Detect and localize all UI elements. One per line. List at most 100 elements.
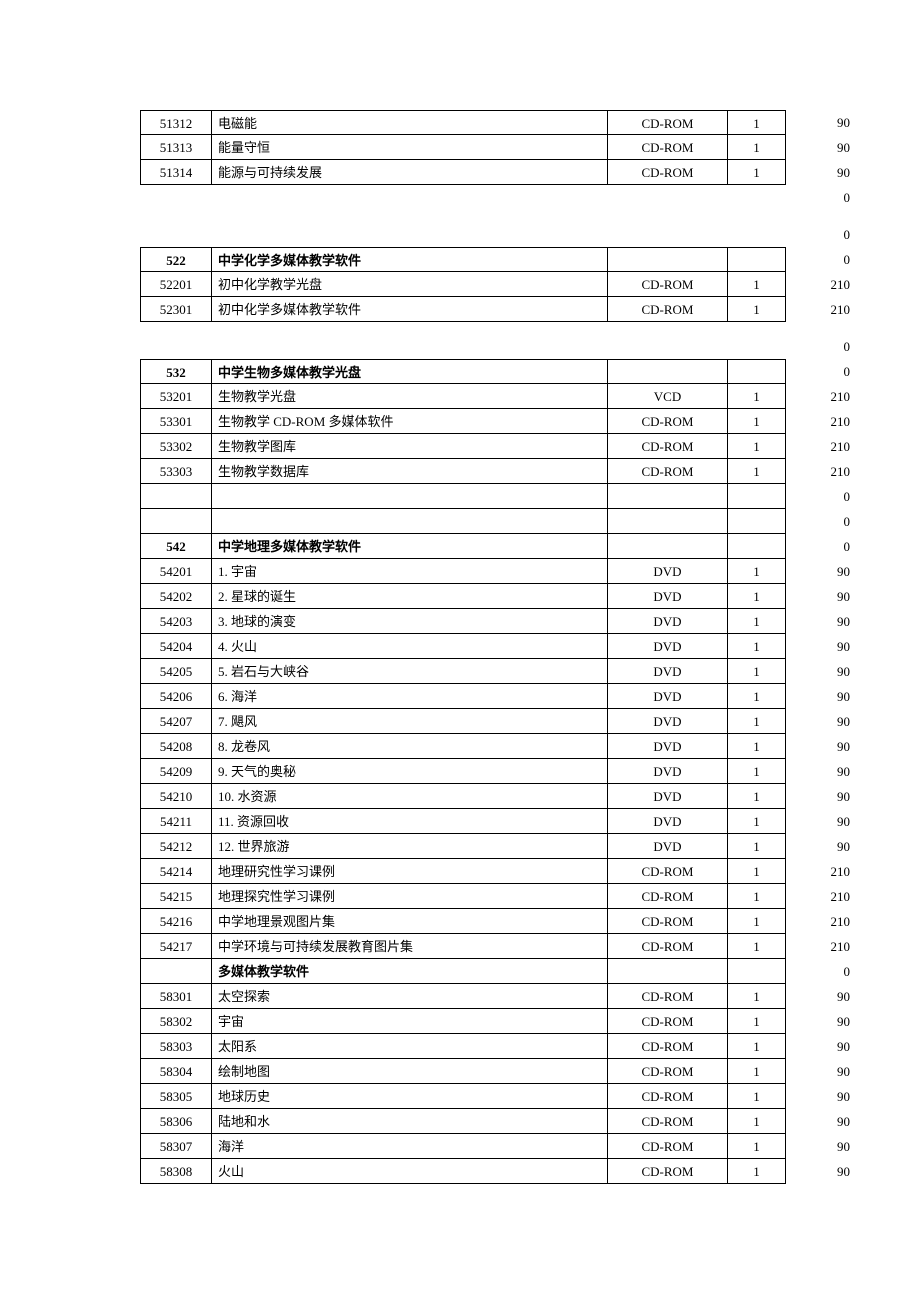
cell-type: CD-ROM bbox=[608, 409, 728, 434]
cell-price: 210 bbox=[786, 272, 856, 297]
cell-code: 54205 bbox=[140, 659, 212, 684]
cell-type: DVD bbox=[608, 734, 728, 759]
table-row: 0 bbox=[140, 185, 800, 210]
cell-name: 初中化学多媒体教学软件 bbox=[212, 297, 608, 322]
cell-qty: 1 bbox=[728, 1059, 786, 1084]
cell-name: 多媒体教学软件 bbox=[212, 959, 608, 984]
cell-name: 宇宙 bbox=[212, 1009, 608, 1034]
cell-type: CD-ROM bbox=[608, 884, 728, 909]
cell-price: 90 bbox=[786, 684, 856, 709]
cell-type: CD-ROM bbox=[608, 859, 728, 884]
cell-code: 54211 bbox=[140, 809, 212, 834]
cell-type: DVD bbox=[608, 709, 728, 734]
cell-qty: 1 bbox=[728, 135, 786, 160]
cell-code: 54215 bbox=[140, 884, 212, 909]
cell-type: CD-ROM bbox=[608, 160, 728, 185]
cell-qty: 1 bbox=[728, 909, 786, 934]
cell-price: 210 bbox=[786, 909, 856, 934]
cell-price: 90 bbox=[786, 659, 856, 684]
cell-qty: 1 bbox=[728, 160, 786, 185]
cell-price: 90 bbox=[786, 559, 856, 584]
cell-price: 90 bbox=[786, 160, 856, 185]
cell-code bbox=[140, 484, 212, 509]
cell-code: 53302 bbox=[140, 434, 212, 459]
cell-code: 58302 bbox=[140, 1009, 212, 1034]
table-row: 542044. 火山DVD190 bbox=[140, 634, 800, 659]
cell-name: 生物教学图库 bbox=[212, 434, 608, 459]
cell-type: DVD bbox=[608, 809, 728, 834]
cell-price: 210 bbox=[786, 884, 856, 909]
cell-price: 90 bbox=[786, 1159, 856, 1184]
cell-name: 10. 水资源 bbox=[212, 784, 608, 809]
cell-type: CD-ROM bbox=[608, 909, 728, 934]
cell-type: CD-ROM bbox=[608, 297, 728, 322]
cell-code: 58301 bbox=[140, 984, 212, 1009]
table-row: 51313能量守恒CD-ROM190 bbox=[140, 135, 800, 160]
cell-price: 90 bbox=[786, 609, 856, 634]
cell-qty: 1 bbox=[728, 409, 786, 434]
cell-price: 90 bbox=[786, 834, 856, 859]
cell-price: 90 bbox=[786, 110, 856, 135]
cell-name: 12. 世界旅游 bbox=[212, 834, 608, 859]
cell-name: 能量守恒 bbox=[212, 135, 608, 160]
cell-name: 中学生物多媒体教学光盘 bbox=[212, 359, 608, 384]
cell-name bbox=[212, 334, 608, 359]
table-row: 54216中学地理景观图片集CD-ROM1210 bbox=[140, 909, 800, 934]
cell-name: 4. 火山 bbox=[212, 634, 608, 659]
table-row: 5421212. 世界旅游DVD190 bbox=[140, 834, 800, 859]
table-row: 542099. 天气的奥秘DVD190 bbox=[140, 759, 800, 784]
table-row: 542011. 宇宙DVD190 bbox=[140, 559, 800, 584]
cell-code: 51313 bbox=[140, 135, 212, 160]
cell-name: 太空探索 bbox=[212, 984, 608, 1009]
cell-code: 542 bbox=[140, 534, 212, 559]
cell-code: 54210 bbox=[140, 784, 212, 809]
cell-qty: 1 bbox=[728, 1084, 786, 1109]
cell-qty: 1 bbox=[728, 559, 786, 584]
table-row: 53303生物教学数据库CD-ROM1210 bbox=[140, 459, 800, 484]
table-row: 0 bbox=[140, 509, 800, 534]
table-row: 58305地球历史CD-ROM190 bbox=[140, 1084, 800, 1109]
cell-price: 0 bbox=[786, 359, 856, 384]
table-row: 多媒体教学软件0 bbox=[140, 959, 800, 984]
cell-name: 电磁能 bbox=[212, 110, 608, 135]
table-row: 0 bbox=[140, 334, 800, 359]
cell-name: 2. 星球的诞生 bbox=[212, 584, 608, 609]
cell-qty: 1 bbox=[728, 684, 786, 709]
cell-price: 0 bbox=[786, 185, 856, 210]
table-row: 52301初中化学多媒体教学软件CD-ROM1210 bbox=[140, 297, 800, 322]
cell-code: 53301 bbox=[140, 409, 212, 434]
cell-code: 54214 bbox=[140, 859, 212, 884]
cell-name bbox=[212, 222, 608, 247]
cell-price: 0 bbox=[786, 334, 856, 359]
cell-price: 90 bbox=[786, 709, 856, 734]
cell-price: 210 bbox=[786, 434, 856, 459]
cell-code bbox=[140, 185, 212, 210]
cell-type: DVD bbox=[608, 634, 728, 659]
cell-qty: 1 bbox=[728, 759, 786, 784]
cell-name: 初中化学教学光盘 bbox=[212, 272, 608, 297]
cell-code: 54216 bbox=[140, 909, 212, 934]
cell-qty: 1 bbox=[728, 297, 786, 322]
table-section: 0522中学化学多媒体教学软件052201初中化学教学光盘CD-ROM12105… bbox=[140, 222, 800, 322]
cell-code: 58304 bbox=[140, 1059, 212, 1084]
cell-code: 52301 bbox=[140, 297, 212, 322]
cell-price: 210 bbox=[786, 934, 856, 959]
cell-name: 7. 飓风 bbox=[212, 709, 608, 734]
cell-type: CD-ROM bbox=[608, 135, 728, 160]
table-row: 54217中学环境与可持续发展教育图片集CD-ROM1210 bbox=[140, 934, 800, 959]
cell-code: 522 bbox=[140, 247, 212, 272]
cell-code: 54207 bbox=[140, 709, 212, 734]
cell-qty: 1 bbox=[728, 434, 786, 459]
cell-qty: 1 bbox=[728, 809, 786, 834]
cell-qty: 1 bbox=[728, 834, 786, 859]
cell-price: 0 bbox=[786, 509, 856, 534]
cell-price: 0 bbox=[786, 247, 856, 272]
cell-type: DVD bbox=[608, 609, 728, 634]
table-row: 532中学生物多媒体教学光盘0 bbox=[140, 359, 800, 384]
cell-code: 52201 bbox=[140, 272, 212, 297]
cell-price: 90 bbox=[786, 734, 856, 759]
cell-code: 54206 bbox=[140, 684, 212, 709]
cell-type: DVD bbox=[608, 784, 728, 809]
cell-type: CD-ROM bbox=[608, 934, 728, 959]
cell-code bbox=[140, 509, 212, 534]
